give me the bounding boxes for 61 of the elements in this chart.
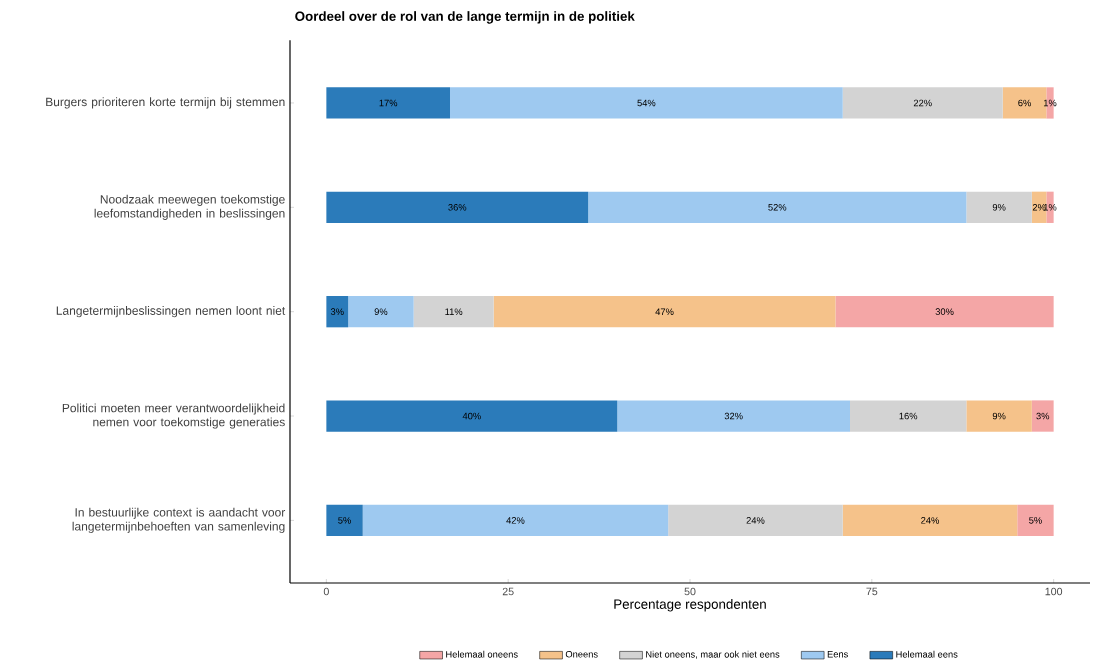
data-label: 9%	[992, 204, 1006, 211]
data-label: 17%	[379, 99, 398, 107]
bar	[1017, 504, 1054, 537]
bar	[326, 400, 618, 432]
data-label: 42%	[506, 517, 525, 524]
bar	[842, 504, 1018, 537]
y-tick-label: Langetermijnbeslissingen nemen loont niet	[56, 306, 286, 318]
x-tick-label: 0	[323, 587, 329, 596]
x-tick-label: 75	[866, 587, 878, 596]
bar	[362, 504, 669, 537]
bar	[493, 296, 836, 328]
data-label: 52%	[768, 204, 787, 211]
bar	[326, 296, 349, 328]
data-label: 24%	[921, 517, 940, 524]
data-label: 30%	[935, 308, 954, 315]
bar	[842, 87, 1003, 119]
bar	[668, 504, 843, 537]
bar	[450, 87, 843, 119]
data-label: 5%	[1029, 517, 1042, 524]
data-label: 16%	[899, 412, 918, 420]
bar	[326, 191, 589, 223]
bar	[326, 87, 450, 119]
bar	[966, 191, 1032, 223]
legend-label: Helemaal eens	[896, 650, 958, 658]
data-label: 1%	[1043, 99, 1057, 107]
x-axis-title: Percentage respondenten	[614, 599, 766, 612]
data-label: 22%	[913, 99, 932, 107]
legend-label: Oneens	[565, 650, 598, 658]
data-label: 11%	[445, 308, 463, 315]
x-tick-label: 100	[1045, 587, 1063, 596]
y-tick-label: Burgers prioriteren korte termijn bij stemmen	[46, 97, 285, 109]
bar	[835, 296, 1054, 328]
data-label: 40%	[462, 412, 481, 420]
y-tick-label: In bestuurlijke context is aandacht voor langetermijnbehoeften van samenleving	[72, 507, 286, 533]
data-label: 3%	[1036, 412, 1050, 420]
data-label: 54%	[637, 99, 656, 107]
bar	[850, 400, 967, 432]
bar	[1031, 400, 1054, 432]
x-tick-label: 50	[684, 587, 696, 596]
y-tick-label: Noodzaak meewegen toekomstige leefomstandigheden in beslissingen	[94, 194, 285, 220]
bar	[966, 400, 1032, 432]
bar	[617, 400, 851, 432]
bar	[326, 504, 363, 537]
legend-label: Helemaal oneens	[446, 650, 518, 658]
legend-label: Eens	[827, 650, 848, 658]
data-label: 32%	[724, 412, 743, 420]
legend-label: Niet oneens, maar ook niet eens	[646, 650, 780, 659]
bar	[413, 296, 494, 328]
data-label: 6%	[1018, 99, 1031, 107]
data-label: 9%	[374, 308, 388, 315]
data-label: 5%	[338, 517, 351, 524]
data-label: 9%	[992, 412, 1006, 420]
data-label: 47%	[655, 308, 674, 315]
data-label: 24%	[746, 517, 765, 524]
x-tick-label: 25	[502, 587, 514, 596]
chart-title: Oordeel over de rol van de lange termijn in de politiek	[295, 11, 635, 24]
data-label: 3%	[330, 308, 344, 315]
bar	[348, 296, 414, 328]
y-tick-label: Politici moeten meer verantwoordelijkheid nemen voor toekomstige generaties	[62, 403, 285, 429]
data-label: 36%	[448, 204, 467, 211]
bar	[588, 191, 967, 223]
